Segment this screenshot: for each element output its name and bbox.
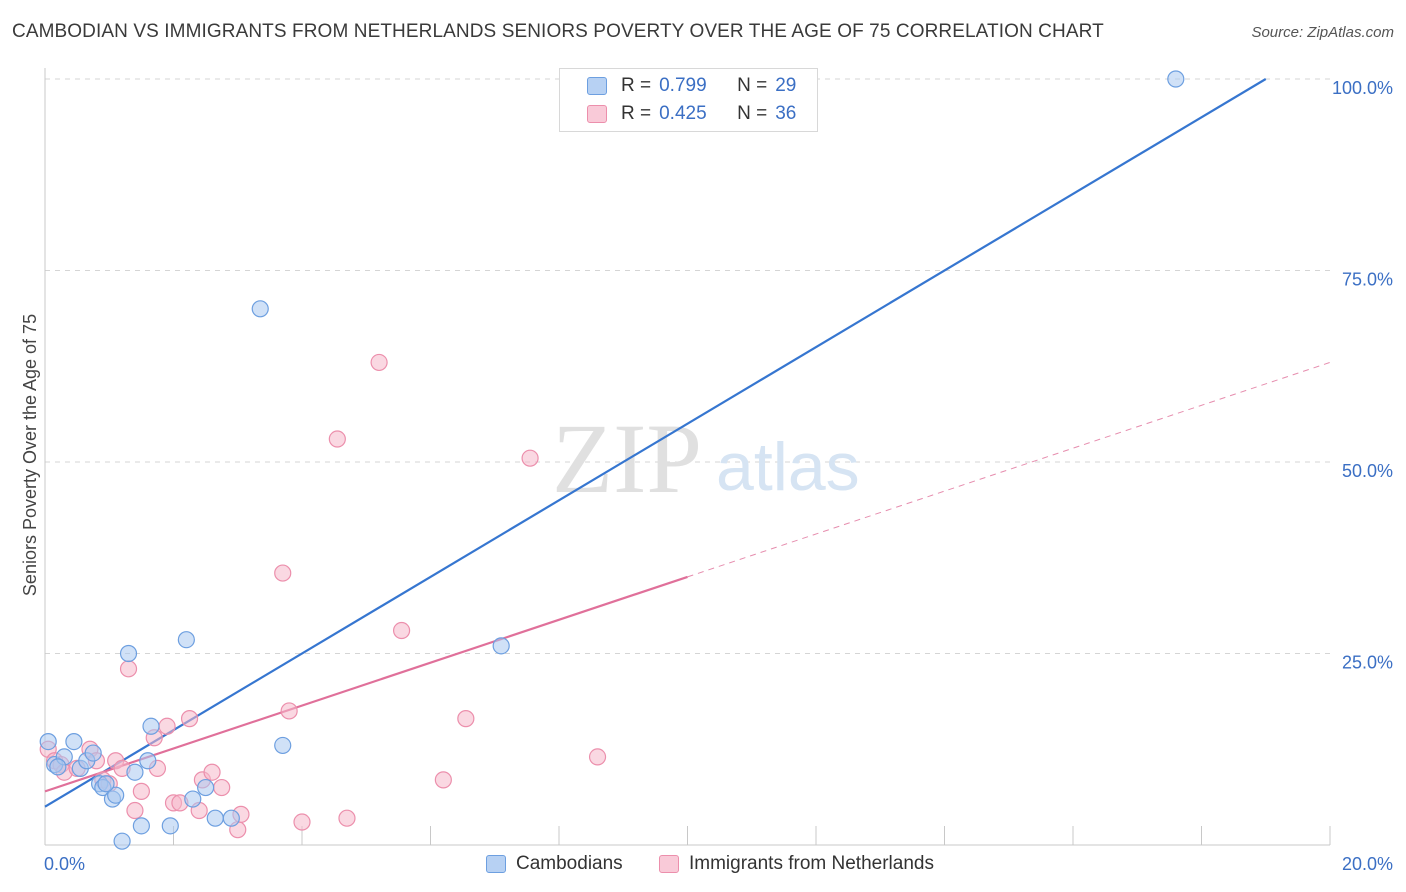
cambodian-point: [142, 717, 160, 735]
legend-n-value: 36: [775, 103, 797, 124]
netherlands-point: [457, 710, 475, 728]
netherlands-point: [119, 660, 138, 678]
netherlands-point: [328, 430, 346, 448]
netherlands-point: [293, 813, 311, 831]
cambodian-point: [206, 809, 224, 827]
netherlands-point: [203, 763, 221, 781]
cambodian-point: [197, 778, 215, 797]
series-legend-cambodians[interactable]: Cambodians: [486, 852, 623, 876]
cambodian-point: [1167, 70, 1185, 88]
netherlands-point: [434, 771, 452, 789]
cambodian-point: [177, 631, 195, 649]
watermark-atlas: atlas: [716, 429, 860, 505]
series-legend-netherlands[interactable]: Immigrants from Netherlands: [659, 852, 934, 876]
netherlands-point: [280, 702, 298, 720]
cambodian-point: [161, 817, 179, 835]
legend-r-value: 0.425: [659, 103, 707, 124]
netherlands-point: [521, 449, 539, 467]
cambodian-point: [113, 832, 131, 850]
cambodian-point: [274, 736, 292, 755]
legend-swatch-pink: [587, 105, 607, 123]
legend-swatch-blue: [486, 855, 506, 873]
cambodian-trend-line: [44, 78, 1267, 808]
x-tick-label: 20.0%: [1342, 854, 1393, 874]
y-tick-label: 100.0%: [1332, 78, 1393, 98]
netherlands-point: [588, 748, 607, 766]
netherlands-point: [132, 782, 150, 800]
legend-r-value: 0.799: [659, 75, 707, 96]
cambodian-point: [84, 744, 102, 762]
legend-swatch-blue: [587, 77, 607, 95]
cambodian-point: [132, 817, 150, 835]
netherlands-point: [370, 353, 388, 372]
series-legend-label: Cambodians: [516, 853, 623, 874]
cambodian-point: [65, 732, 83, 751]
netherlands-point: [180, 710, 199, 728]
cambodian-point: [119, 644, 138, 663]
cambodian-point: [492, 637, 510, 655]
cambodian-point: [222, 809, 240, 827]
netherlands-point: [392, 621, 411, 640]
watermark: ZIP atlas: [552, 403, 860, 514]
cambodian-point: [49, 758, 67, 776]
netherlands-trend-extension: [687, 361, 1331, 578]
cambodian-point: [126, 763, 144, 781]
y-tick-label: 75.0%: [1342, 270, 1393, 290]
legend-row-netherlands: R = 0.425 N = 36: [587, 101, 796, 127]
cambodian-point: [251, 300, 269, 318]
legend-swatch-pink: [659, 855, 679, 873]
legend-n-label: N =: [737, 75, 768, 96]
cambodian-point: [184, 790, 202, 808]
chart-title: CAMBODIAN VS IMMIGRANTS FROM NETHERLANDS…: [12, 21, 1104, 42]
y-tick-label: 50.0%: [1342, 461, 1393, 481]
grid-lines: [45, 78, 1330, 654]
legend-r-label: R =: [621, 103, 652, 124]
tick-labels: 25.0% 50.0% 75.0% 100.0% 0.0% 20.0%: [44, 78, 1393, 874]
netherlands-point: [158, 717, 176, 735]
legend-r-label: R =: [621, 75, 652, 96]
source-attribution: Source: ZipAtlas.com: [1251, 24, 1394, 41]
netherlands-point: [338, 809, 356, 827]
netherlands-point: [213, 778, 231, 797]
data-points: [39, 70, 1185, 850]
y-tick-label: 25.0%: [1342, 653, 1393, 673]
cambodian-point: [97, 775, 115, 793]
correlation-legend: R = 0.799 N = 29 R = 0.425 N = 36: [559, 68, 818, 132]
cambodian-point: [139, 752, 157, 770]
legend-row-cambodians: R = 0.799 N = 29: [587, 73, 796, 99]
x-tick-label: 0.0%: [44, 854, 85, 874]
netherlands-point: [274, 564, 292, 582]
legend-n-value: 29: [775, 75, 797, 96]
legend-n-label: N =: [737, 103, 768, 124]
series-legend-label: Immigrants from Netherlands: [689, 853, 934, 874]
netherlands-point: [126, 801, 144, 820]
y-axis-label: Seniors Poverty Over the Age of 75: [20, 314, 40, 596]
cambodian-point: [107, 786, 125, 804]
cambodian-point: [39, 732, 57, 751]
